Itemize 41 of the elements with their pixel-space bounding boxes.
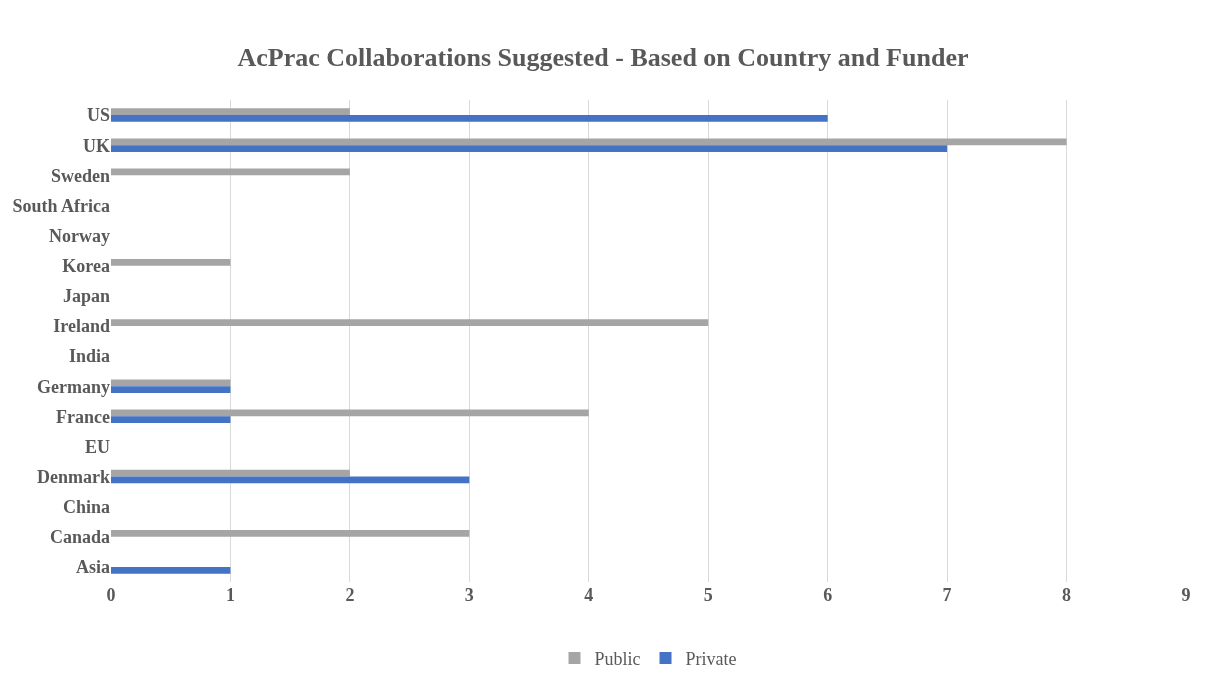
y-tick-label: South Africa: [12, 195, 110, 216]
bar: [111, 386, 231, 393]
y-tick-label: France: [56, 406, 110, 427]
x-tick-label: 3: [464, 585, 474, 605]
x-tick-label: 9: [1181, 585, 1191, 605]
x-tick-label: 0: [106, 585, 116, 605]
y-tick-label: Asia: [75, 557, 110, 578]
x-tick-label: 4: [584, 585, 594, 605]
bar: [111, 566, 231, 574]
bar: [111, 138, 1067, 146]
y-tick-label: Canada: [49, 527, 110, 548]
bar: [111, 416, 231, 424]
bar: [111, 469, 350, 477]
bar: [111, 258, 231, 266]
bar: [111, 530, 470, 537]
x-tick-label: 2: [345, 585, 355, 605]
y-tick-label: Germany: [37, 376, 110, 397]
y-tick-label: Japan: [62, 286, 110, 307]
y-tick-label: Ireland: [53, 316, 110, 337]
legend-label: Public: [594, 649, 641, 670]
y-tick-label: Norway: [49, 225, 110, 246]
y-tick-label: EU: [84, 436, 110, 457]
x-tick-label: 5: [703, 585, 713, 605]
y-tick-label: Denmark: [37, 466, 110, 487]
bar: [111, 319, 709, 326]
bar: [111, 108, 350, 116]
chart-title: AcPrac Collaborations Suggested - Based on Country and Funder: [237, 43, 969, 73]
bar: [111, 115, 828, 122]
y-tick-label: Korea: [62, 255, 110, 276]
y-tick-label: US: [86, 105, 110, 126]
y-tick-label: Sweden: [50, 165, 110, 186]
x-tick-label: 1: [225, 585, 235, 605]
bar: [111, 379, 231, 387]
x-tick-label: 7: [942, 585, 952, 605]
y-tick-label: UK: [83, 135, 110, 156]
bar: [111, 145, 948, 152]
y-tick-label: India: [68, 346, 110, 367]
x-tick-label: 6: [823, 585, 833, 605]
x-tick-label: 8: [1062, 585, 1072, 605]
legend-label: Private: [685, 649, 737, 670]
y-tick-label: China: [62, 496, 110, 517]
